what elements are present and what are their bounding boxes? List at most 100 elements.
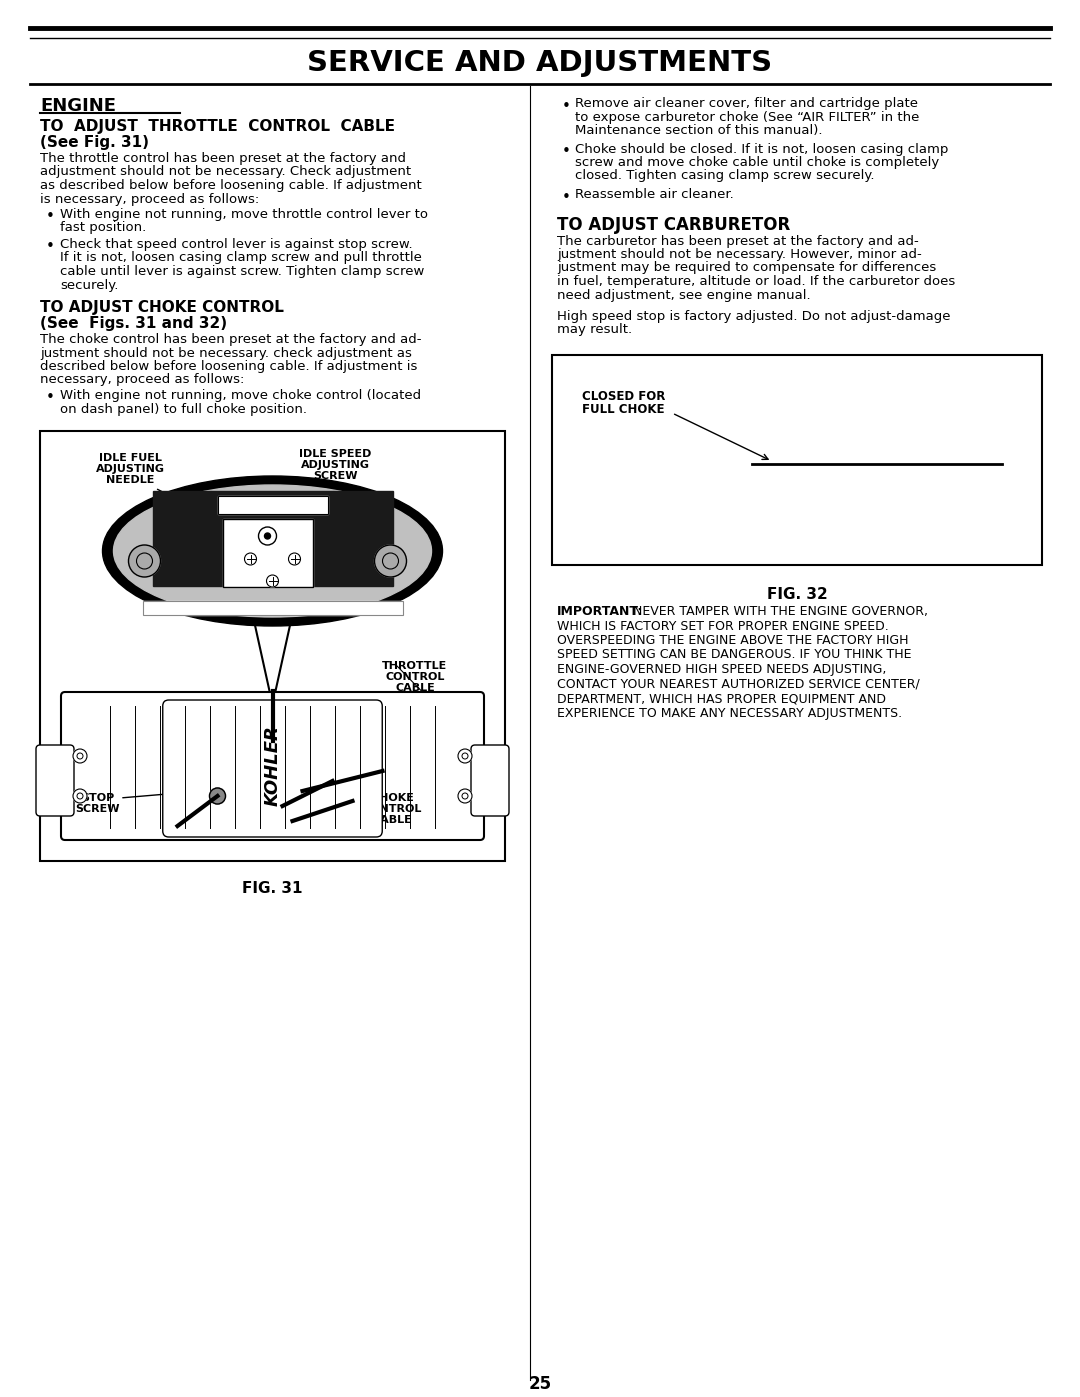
Text: •: • (562, 144, 571, 159)
Bar (552, 355, 1042, 564)
Text: •: • (562, 190, 571, 205)
FancyBboxPatch shape (163, 700, 382, 837)
Circle shape (258, 527, 276, 545)
Text: justment should not be necessary. However, minor ad-: justment should not be necessary. Howeve… (557, 249, 921, 261)
Text: If it is not, loosen casing clamp screw and pull throttle: If it is not, loosen casing clamp screw … (60, 251, 422, 264)
Ellipse shape (103, 476, 443, 626)
Circle shape (244, 553, 257, 564)
Text: in fuel, temperature, altitude or load. If the carburetor does: in fuel, temperature, altitude or load. … (557, 275, 955, 288)
Bar (217, 496, 327, 514)
FancyBboxPatch shape (471, 745, 509, 816)
Circle shape (375, 545, 406, 577)
Text: closed. Tighten casing clamp screw securely.: closed. Tighten casing clamp screw secur… (575, 169, 875, 183)
Text: Choke should be closed. If it is not, loosen casing clamp: Choke should be closed. If it is not, lo… (575, 142, 948, 155)
Bar (217, 496, 327, 514)
Text: as described below before loosening cable. If adjustment: as described below before loosening cabl… (40, 179, 422, 191)
Text: TO ADJUST CARBURETOR: TO ADJUST CARBURETOR (557, 217, 791, 235)
FancyBboxPatch shape (36, 745, 75, 816)
Ellipse shape (113, 485, 432, 617)
Text: to expose carburetor choke (See “AIR FILTER” in the: to expose carburetor choke (See “AIR FIL… (575, 110, 919, 123)
Circle shape (265, 534, 270, 539)
Text: Reassemble air cleaner.: Reassemble air cleaner. (575, 189, 733, 201)
Text: STOP: STOP (81, 793, 114, 803)
Text: IDLE FUEL: IDLE FUEL (98, 453, 161, 462)
Text: SCREW: SCREW (313, 471, 357, 481)
Text: NEVER TAMPER WITH THE ENGINE GOVERNOR,: NEVER TAMPER WITH THE ENGINE GOVERNOR, (629, 605, 928, 617)
Text: 25: 25 (528, 1375, 552, 1393)
Text: TO  ADJUST  THROTTLE  CONTROL  CABLE: TO ADJUST THROTTLE CONTROL CABLE (40, 119, 395, 134)
Text: •: • (46, 210, 55, 224)
Text: ADJUSTING: ADJUSTING (95, 464, 164, 474)
Text: Maintenance section of this manual).: Maintenance section of this manual). (575, 124, 823, 137)
Text: SCREW: SCREW (240, 817, 285, 827)
Circle shape (73, 789, 87, 803)
Text: SPEED SETTING CAN BE DANGEROUS. IF YOU THINK THE: SPEED SETTING CAN BE DANGEROUS. IF YOU T… (557, 648, 912, 662)
Text: DEPARTMENT, WHICH HAS PROPER EQUIPMENT AND: DEPARTMENT, WHICH HAS PROPER EQUIPMENT A… (557, 692, 886, 705)
Text: described below before loosening cable. If adjustment is: described below before loosening cable. … (40, 360, 417, 373)
Bar (222, 520, 312, 587)
Text: The carburetor has been preset at the factory and ad-: The carburetor has been preset at the fa… (557, 235, 919, 247)
Text: screw and move choke cable until choke is completely: screw and move choke cable until choke i… (575, 156, 940, 169)
FancyBboxPatch shape (60, 692, 484, 840)
Circle shape (73, 749, 87, 763)
Text: CABLE: CABLE (373, 814, 413, 826)
Text: EXPERIENCE TO MAKE ANY NECESSARY ADJUSTMENTS.: EXPERIENCE TO MAKE ANY NECESSARY ADJUSTM… (557, 707, 902, 719)
Text: CONTROL: CONTROL (386, 672, 445, 682)
Text: FULL CHOKE: FULL CHOKE (582, 402, 664, 416)
Circle shape (210, 788, 226, 805)
Text: cable until lever is against screw. Tighten clamp screw: cable until lever is against screw. Tigh… (60, 265, 424, 278)
Text: FIG. 32: FIG. 32 (767, 587, 827, 602)
Text: The throttle control has been preset at the factory and: The throttle control has been preset at … (40, 152, 406, 165)
Text: IMPORTANT:: IMPORTANT: (557, 605, 644, 617)
Text: NEEDLE: NEEDLE (106, 475, 154, 485)
Text: need adjustment, see engine manual.: need adjustment, see engine manual. (557, 289, 811, 302)
Text: ADJUSTING: ADJUSTING (300, 460, 369, 469)
Text: on dash panel) to full choke position.: on dash panel) to full choke position. (60, 402, 307, 415)
Circle shape (458, 789, 472, 803)
Text: CLAMP: CLAMP (241, 806, 284, 816)
Text: SCREW: SCREW (76, 805, 120, 814)
Text: may result.: may result. (557, 324, 632, 337)
Circle shape (288, 553, 300, 564)
Text: Check that speed control lever is against stop screw.: Check that speed control lever is agains… (60, 237, 413, 251)
Circle shape (458, 749, 472, 763)
Text: CONTACT YOUR NEAREST AUTHORIZED SERVICE CENTER/: CONTACT YOUR NEAREST AUTHORIZED SERVICE … (557, 678, 920, 690)
Text: TO ADJUST CHOKE CONTROL: TO ADJUST CHOKE CONTROL (40, 300, 284, 314)
Text: ENGINE: ENGINE (40, 96, 116, 115)
Text: FIG. 31: FIG. 31 (242, 882, 302, 895)
Text: CHOKE: CHOKE (372, 793, 414, 803)
Circle shape (129, 545, 161, 577)
Text: CONTROL: CONTROL (363, 805, 422, 814)
Text: adjustment should not be necessary. Check adjustment: adjustment should not be necessary. Chec… (40, 165, 411, 179)
Text: justment may be required to compensate for differences: justment may be required to compensate f… (557, 261, 936, 274)
Text: High speed stop is factory adjusted. Do not adjust-damage: High speed stop is factory adjusted. Do … (557, 310, 950, 323)
Text: CLOSED FOR: CLOSED FOR (582, 390, 665, 402)
Text: The choke control has been preset at the factory and ad-: The choke control has been preset at the… (40, 332, 421, 346)
Bar (143, 601, 403, 615)
Bar (143, 601, 403, 615)
Text: SERVICE AND ADJUSTMENTS: SERVICE AND ADJUSTMENTS (308, 49, 772, 77)
Text: WHICH IS FACTORY SET FOR PROPER ENGINE SPEED.: WHICH IS FACTORY SET FOR PROPER ENGINE S… (557, 619, 889, 633)
Text: ENGINE-GOVERNED HIGH SPEED NEEDS ADJUSTING,: ENGINE-GOVERNED HIGH SPEED NEEDS ADJUSTI… (557, 664, 887, 676)
Text: is necessary, proceed as follows:: is necessary, proceed as follows: (40, 193, 259, 205)
Text: With engine not running, move choke control (located: With engine not running, move choke cont… (60, 388, 421, 402)
Text: (See Fig. 31): (See Fig. 31) (40, 136, 149, 149)
Text: IDLE SPEED: IDLE SPEED (299, 448, 372, 460)
Text: (See  Figs. 31 and 32): (See Figs. 31 and 32) (40, 316, 227, 331)
Bar (40, 432, 505, 861)
Text: securely.: securely. (60, 278, 119, 292)
Text: KOHLER: KOHLER (264, 725, 282, 806)
Text: •: • (46, 239, 55, 254)
Text: THROTTLE: THROTTLE (382, 661, 447, 671)
Text: •: • (562, 99, 571, 115)
Text: OVERSPEEDING THE ENGINE ABOVE THE FACTORY HIGH: OVERSPEEDING THE ENGINE ABOVE THE FACTOR… (557, 634, 908, 647)
Text: necessary, proceed as follows:: necessary, proceed as follows: (40, 373, 244, 387)
Text: With engine not running, move throttle control lever to: With engine not running, move throttle c… (60, 208, 428, 221)
Text: justment should not be necessary. check adjustment as: justment should not be necessary. check … (40, 346, 411, 359)
Text: Remove air cleaner cover, filter and cartridge plate: Remove air cleaner cover, filter and car… (575, 96, 918, 110)
Text: CABLE: CABLE (395, 683, 435, 693)
Text: •: • (46, 390, 55, 405)
Bar (222, 520, 312, 587)
Bar (152, 490, 392, 585)
Circle shape (267, 576, 279, 587)
